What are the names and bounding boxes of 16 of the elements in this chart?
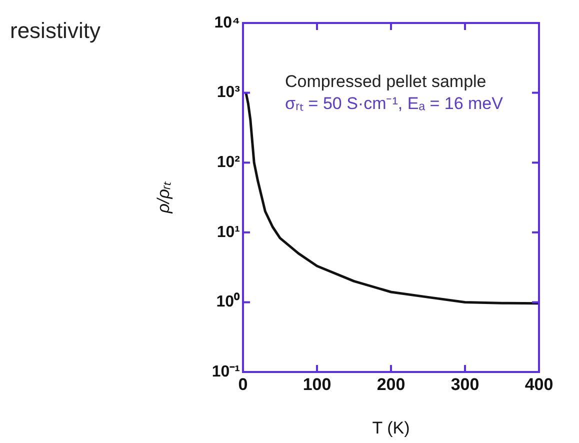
y-tick-label: 10¹ — [216, 224, 240, 241]
y-axis-title: ρ/ρᵣₜ — [154, 180, 173, 214]
y-tick-label: 10² — [216, 154, 240, 172]
annotation: σᵣₜ = 50 S·cm⁻¹, Eₐ = 16 meV — [285, 94, 504, 113]
y-tick-label: 10⁴ — [214, 14, 240, 32]
x-tick-label: 400 — [524, 374, 554, 394]
x-axis-title: T (K) — [372, 418, 410, 438]
y-tick-label: 10⁰ — [216, 292, 240, 311]
x-tick-label: 200 — [376, 374, 406, 394]
y-tick-label: 10³ — [216, 84, 240, 102]
x-tick-label: 0 — [238, 374, 248, 394]
text: resistivity — [10, 18, 100, 43]
x-tick-label: 100 — [302, 374, 332, 394]
y-tick-label: 10⁻¹ — [212, 363, 240, 380]
annotation: Compressed pellet sample — [285, 72, 486, 91]
x-tick-label: 300 — [450, 374, 480, 394]
